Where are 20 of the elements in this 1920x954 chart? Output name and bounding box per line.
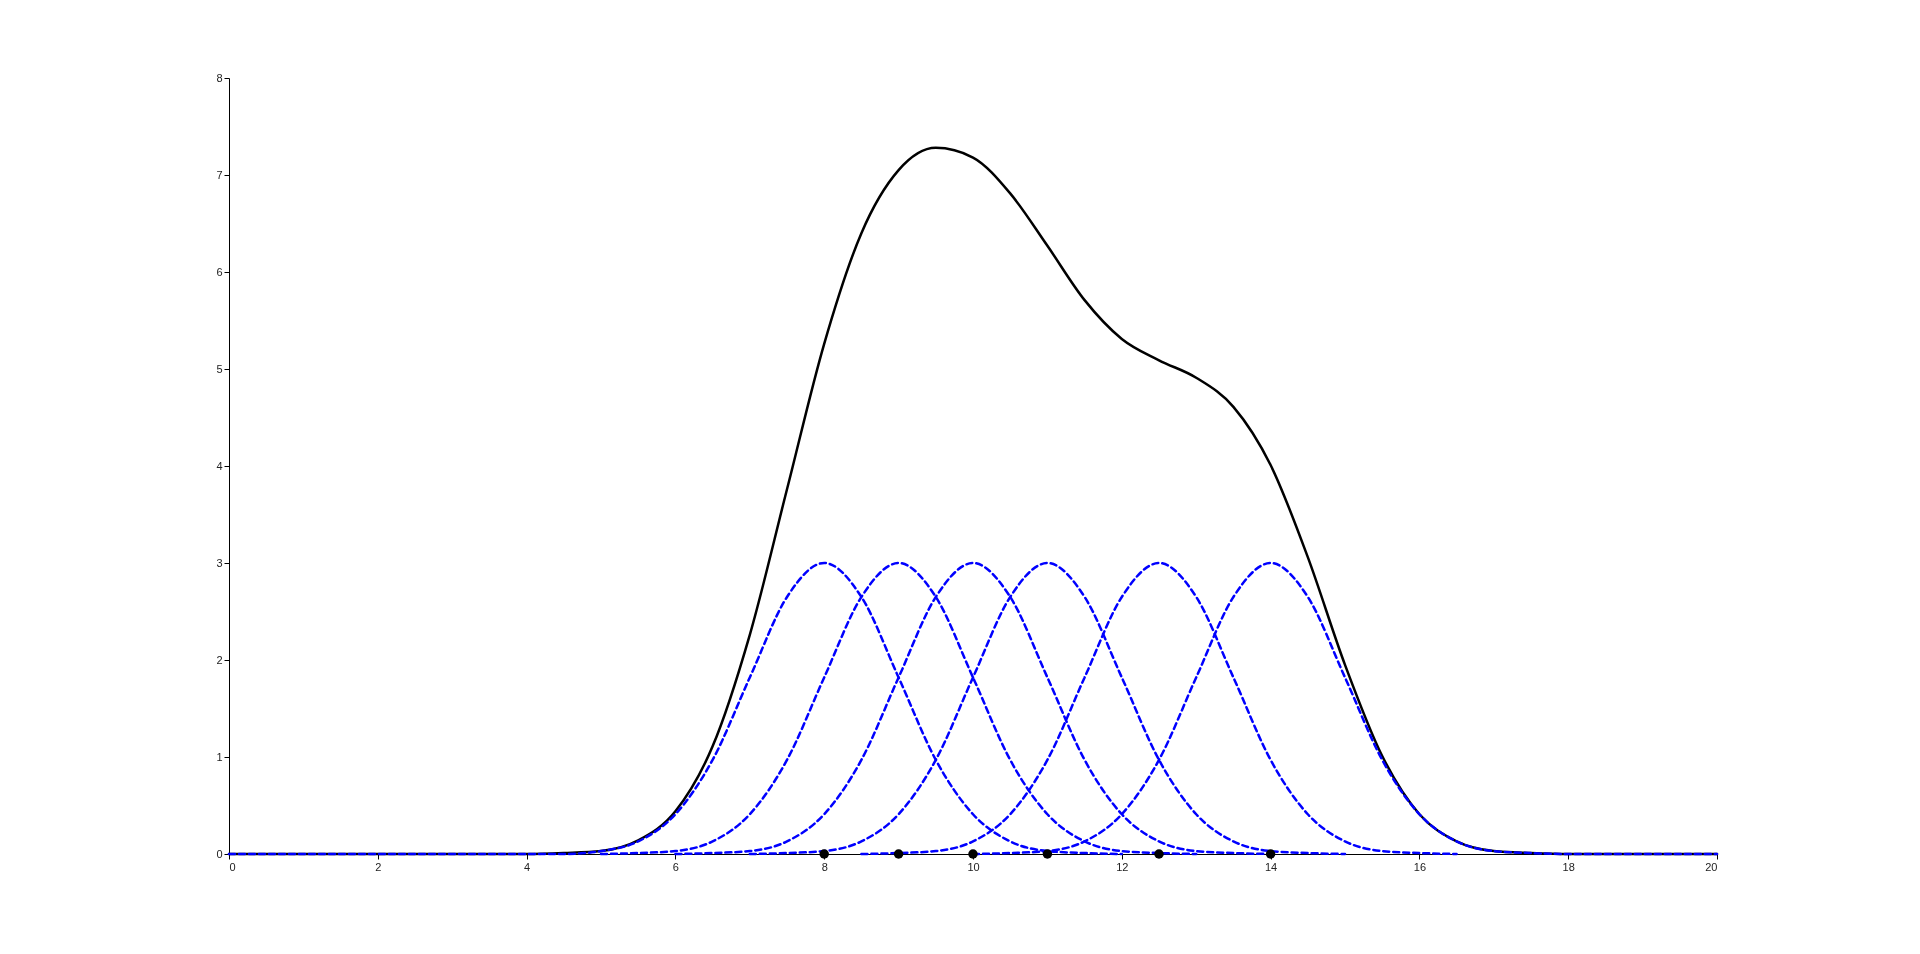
y-tick-label: 4 (216, 459, 223, 472)
x-tick-label: 20 (1705, 860, 1718, 873)
y-tick-label: 1 (216, 750, 223, 763)
y-tick-label: 0 (216, 847, 223, 860)
x-tick-label: 6 (672, 860, 679, 873)
x-tick-label: 4 (524, 860, 531, 873)
x-tick-label: 18 (1562, 860, 1575, 873)
y-tick-label: 6 (216, 265, 223, 278)
x-tick-label: 12 (1116, 860, 1129, 873)
y-tick-label: 7 (216, 168, 223, 181)
x-tick-label: 16 (1413, 860, 1427, 873)
y-tick-label: 2 (216, 653, 223, 666)
x-tick-label: 10 (967, 860, 980, 873)
x-tick-label: 2 (375, 860, 382, 873)
y-tick-label: 5 (216, 362, 223, 375)
y-tick-label: 8 (216, 71, 223, 84)
x-tick-label: 0 (229, 860, 236, 873)
x-tick-label: 14 (1264, 860, 1278, 873)
x-tick-label: 8 (821, 860, 828, 873)
y-tick-label: 3 (216, 556, 223, 569)
